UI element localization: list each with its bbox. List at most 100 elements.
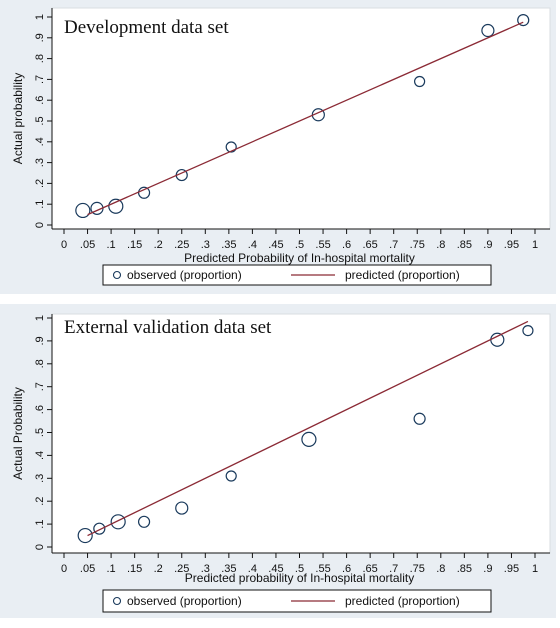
y-tick-label: .4	[34, 137, 46, 146]
x-tick-label: .95	[504, 563, 519, 575]
y-tick-label: .9	[34, 33, 46, 42]
x-tick-label: .35	[221, 239, 236, 251]
x-tick-label: .4	[248, 239, 257, 251]
y-tick-label: .7	[34, 75, 46, 84]
x-tick-label: .2	[154, 239, 163, 251]
y-tick-label: 0	[34, 222, 46, 228]
x-tick-label: .6	[342, 239, 351, 251]
x-tick-label: .3	[201, 563, 210, 575]
observed-marker	[137, 515, 151, 528]
x-tick-label: .9	[483, 563, 492, 575]
x-tick-label: 0	[61, 563, 67, 575]
observed-marker	[75, 202, 91, 219]
predicted-line	[87, 320, 529, 537]
x-tick-label: .55	[315, 239, 330, 251]
y-tick-label: .6	[34, 405, 46, 414]
x-tick-label: .25	[174, 563, 189, 575]
x-tick-label: .5	[295, 563, 304, 575]
observed-marker	[517, 14, 530, 27]
y-tick-label: .1	[34, 520, 46, 529]
observed-marker	[175, 501, 189, 515]
x-tick-label: .65	[363, 239, 378, 251]
x-tick-label: .1	[107, 239, 116, 251]
x-tick-label: .85	[457, 239, 472, 251]
chart-title: External validation data set	[64, 317, 272, 338]
x-tick-label: 0	[61, 239, 67, 251]
x-tick-label: .7	[389, 563, 398, 575]
y-tick-label: 0	[34, 544, 46, 550]
legend: observed (proportion) predicted (proporti…	[102, 589, 492, 613]
legend-marker-icon	[112, 596, 122, 606]
chart-title: Development data set	[64, 17, 229, 38]
x-tick-label: .3	[201, 239, 210, 251]
y-axis-title: Actual Probability	[11, 387, 25, 480]
x-axis-title: Predicted probability of In-hospital mor…	[185, 571, 414, 585]
y-tick-label: .5	[34, 428, 46, 437]
x-tick-label: .5	[295, 239, 304, 251]
y-tick-label: 1	[34, 315, 46, 321]
x-tick-label: .4	[248, 563, 257, 575]
x-tick-label: .8	[436, 563, 445, 575]
y-tick-label: .9	[34, 336, 46, 345]
x-tick-label: .6	[342, 563, 351, 575]
x-tick-label: .45	[268, 239, 283, 251]
y-tick-label: .2	[34, 497, 46, 506]
y-tick-label: 1	[34, 14, 46, 20]
x-tick-label: .55	[315, 563, 330, 575]
observed-marker	[225, 141, 237, 153]
x-tick-label: 1	[532, 239, 538, 251]
x-tick-label: .1	[107, 563, 116, 575]
legend-label-observed: observed (proportion)	[127, 594, 242, 608]
x-tick-label: .75	[410, 563, 425, 575]
y-tick-label: .7	[34, 382, 46, 391]
x-tick-label: .15	[127, 239, 142, 251]
observed-marker	[77, 527, 93, 544]
observed-marker	[414, 75, 426, 88]
observed-marker	[522, 324, 534, 337]
x-tick-label: .7	[389, 239, 398, 251]
y-tick-label: .2	[34, 179, 46, 188]
observed-marker	[110, 514, 126, 530]
x-tick-label: .05	[80, 563, 95, 575]
legend-marker-icon	[112, 270, 122, 280]
y-tick-label: .8	[34, 54, 46, 63]
x-tick-label: .2	[154, 563, 163, 575]
observed-marker	[108, 198, 124, 214]
legend-label-observed: observed (proportion)	[127, 268, 242, 282]
predicted-line	[87, 21, 524, 216]
observed-marker	[481, 23, 495, 38]
legend-label-predicted: predicted (proportion)	[345, 268, 460, 282]
x-tick-label: .35	[221, 563, 236, 575]
x-tick-label: .45	[268, 563, 283, 575]
y-tick-label: .3	[34, 474, 46, 483]
legend: observed (proportion) predicted (proporti…	[102, 264, 492, 286]
y-tick-label: .1	[34, 200, 46, 209]
x-tick-label: .15	[127, 563, 142, 575]
y-tick-label: .5	[34, 116, 46, 125]
x-tick-label: .8	[436, 239, 445, 251]
observed-marker	[301, 431, 317, 447]
x-tick-label: .95	[504, 239, 519, 251]
x-tick-label: .65	[363, 563, 378, 575]
x-axis-title: Predicted Probability of In-hospital mor…	[184, 251, 415, 265]
y-tick-label: .8	[34, 359, 46, 368]
external-validation-chart: 0 .1 .2 .3 .4 .5 .6 .7 .8 .9 1 0 .05 .1 .15 .2 .25 .3 .35.…	[0, 304, 556, 618]
x-tick-label: .9	[483, 239, 492, 251]
x-tick-label: .05	[80, 239, 95, 251]
x-tick-label: .75	[410, 239, 425, 251]
observed-marker	[93, 522, 106, 535]
observed-marker	[413, 412, 426, 425]
y-tick-label: .6	[34, 96, 46, 105]
y-tick-label: .4	[34, 451, 46, 460]
x-tick-label: .25	[174, 239, 189, 251]
observed-marker	[225, 470, 237, 482]
y-tick-label: .3	[34, 158, 46, 167]
development-chart: 0 .1 .2 .3 .4 .5 .6 .7 .8 .9 1 0 .05 .1 .15 .2 .25 .3 .35.…	[0, 0, 556, 294]
legend-label-predicted: predicted (proportion)	[345, 594, 460, 608]
plot-area	[51, 7, 551, 230]
x-tick-label: 1	[532, 563, 538, 575]
x-tick-label: .85	[457, 563, 472, 575]
y-axis-title: Actual probability	[11, 73, 25, 164]
